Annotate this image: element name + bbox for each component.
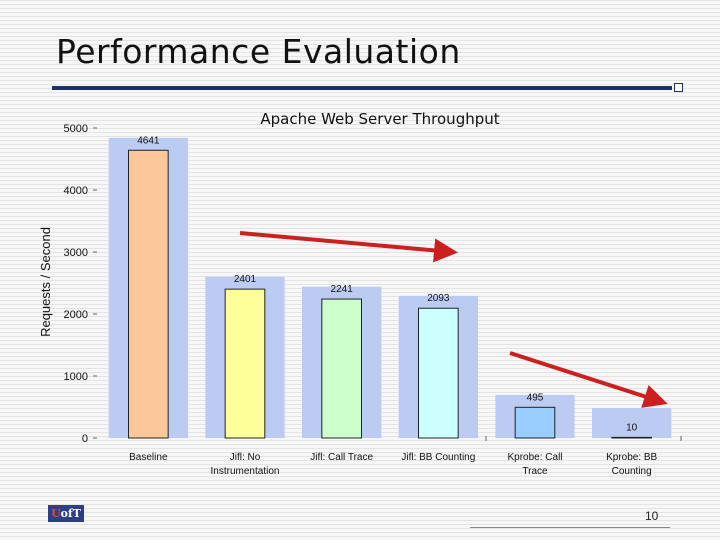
y-tick-label: 2000 xyxy=(64,309,88,321)
bar xyxy=(611,436,652,439)
bar-value-label: 2401 xyxy=(234,274,257,285)
bar xyxy=(224,288,266,439)
bar-background xyxy=(592,408,672,438)
x-tick-label: Kprobe: BB Counting xyxy=(606,452,657,477)
bars: 4641 2401 2241 2093 495 10 xyxy=(108,135,672,439)
x-tick-label: Jifl: Call Trace xyxy=(310,452,373,463)
bar-value-label: 4641 xyxy=(137,135,160,146)
bar-value-label: 2093 xyxy=(427,293,450,304)
y-tick-label: 3000 xyxy=(64,247,88,259)
y-tick-label: 5000 xyxy=(64,123,88,135)
title-underline xyxy=(52,86,672,90)
bar xyxy=(321,298,362,439)
page-number: 10 xyxy=(645,509,659,523)
y-axis: 0 1000 2000 3000 4000 5000 xyxy=(64,123,97,445)
y-tick-label: 4000 xyxy=(64,185,88,197)
trend-arrow-jifl xyxy=(239,231,458,263)
x-axis-labels: Baseline Jifl: No Instrumentation Jifl: Cal… xyxy=(129,436,682,477)
chart-title: Apache Web Server Throughput xyxy=(260,110,499,128)
x-tick-label: Kprobe: Call Trace xyxy=(507,452,562,477)
bar-value-label: 2241 xyxy=(331,284,354,295)
title-underline-endcap xyxy=(674,83,683,92)
trend-arrow-kprobe xyxy=(509,351,668,408)
x-tick-label: Baseline xyxy=(129,452,168,463)
bar xyxy=(418,307,459,439)
footer-rule xyxy=(470,527,670,528)
slide-title: Performance Evaluation xyxy=(56,32,461,71)
bar xyxy=(514,406,556,439)
x-tick-label: Jifl: BB Counting xyxy=(401,452,475,463)
x-tick-label: Jifl: No Instrumentation xyxy=(211,452,280,477)
bar-value-label: 495 xyxy=(527,392,544,403)
y-axis-label: Requests / Second xyxy=(38,227,53,337)
university-logo: UofT xyxy=(48,505,84,522)
bar xyxy=(128,149,169,439)
y-tick-label: 1000 xyxy=(64,371,88,383)
bar-value-label: 10 xyxy=(626,422,638,433)
y-tick-label: 0 xyxy=(82,433,88,445)
throughput-bar-chart: Apache Web Server Throughput 0 1000 2000 30… xyxy=(38,110,682,477)
